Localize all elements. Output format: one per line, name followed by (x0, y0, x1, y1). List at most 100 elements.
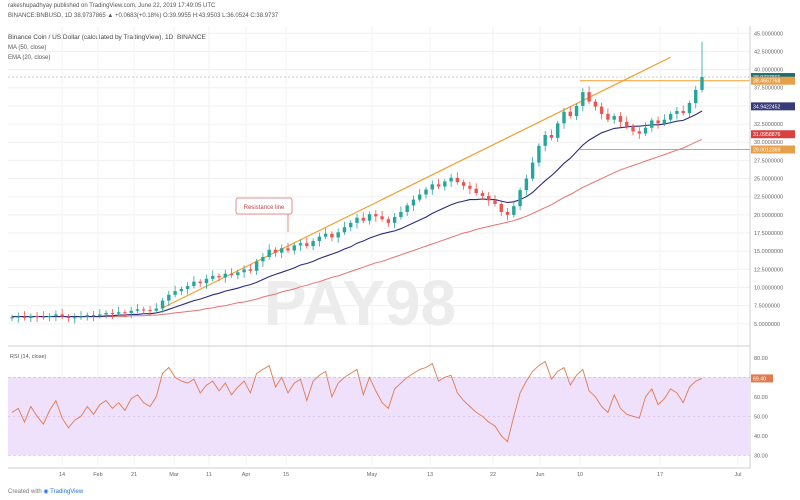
price-tag-box (751, 102, 795, 111)
time-axis-label: 22 (490, 472, 496, 478)
rsi-axis-label: 50.00 (754, 414, 768, 420)
candle-body (160, 300, 165, 309)
price-tags: 38.973786538.466776834.942245231.0958876… (751, 73, 795, 154)
candle-body (687, 103, 692, 114)
time-axis-label: Jun (536, 472, 545, 478)
annotation-box (235, 197, 293, 215)
tradingview-logo-icon: ◉ (43, 489, 49, 495)
ema-legend: EMA (20, close) (8, 55, 51, 61)
candle-body (405, 205, 409, 212)
candle-body (593, 101, 598, 107)
candle-body (292, 245, 296, 251)
candle-body (317, 236, 322, 242)
candle-body (493, 200, 497, 204)
candle-body (461, 182, 466, 186)
rsi-axis-label: 40.00 (754, 434, 768, 440)
candle-body (568, 111, 572, 117)
annotation-text: Resistance line (244, 205, 285, 211)
candle-body (662, 119, 667, 124)
publisher-line: rakeshupadhyay published on TradingView.… (8, 3, 216, 9)
price-tag-label: 29.0012369 (753, 147, 781, 153)
candle-body (694, 89, 698, 104)
time-axis-label: Mar (169, 472, 179, 478)
candle-body (474, 188, 478, 194)
candle-body (211, 275, 215, 279)
candle-body (700, 77, 704, 90)
candle-body (129, 310, 133, 313)
candle-body (518, 190, 522, 207)
candle-body (612, 116, 616, 120)
price-axis-label: 10.0000000 (754, 286, 783, 292)
tradingview-brand[interactable]: TradingView (50, 489, 84, 495)
price-axis-label: 32.5000000 (754, 122, 783, 128)
candle-body (374, 214, 378, 217)
candle-body (41, 316, 46, 318)
candle-body (60, 314, 64, 317)
candle-body (530, 162, 535, 179)
candle-body (135, 309, 140, 311)
candle-body (142, 309, 146, 311)
price-axis-label: 7.5000000 (754, 304, 780, 310)
candle-body (411, 199, 416, 206)
time-axis-label: May (367, 472, 378, 478)
candle-body (637, 131, 641, 134)
candle-body (436, 184, 441, 187)
candle-body (273, 249, 278, 253)
candle-body (54, 314, 58, 316)
time-axis-label: Apr (242, 472, 251, 478)
candle-body (286, 248, 290, 251)
candle-body (204, 278, 209, 284)
rsi-current-tag (751, 374, 773, 383)
candle-body (148, 310, 152, 312)
candle-body (73, 317, 77, 319)
candle-body (524, 178, 529, 191)
candle-body (323, 233, 328, 237)
trendline-group (162, 56, 671, 309)
candle-body (198, 281, 202, 284)
candle-body (455, 177, 460, 183)
rsi-current-label: 69.40 (753, 376, 766, 382)
price-axis-label: 37.5000000 (754, 86, 783, 92)
candle-body (123, 312, 127, 314)
symbol-title: Binance Coin / US Dollar (calculated by … (8, 34, 206, 41)
price-axis-label: 20.0000000 (754, 213, 783, 219)
candle-body (587, 92, 591, 102)
rsi-axis-label: 30.00 (754, 453, 768, 459)
candle-body (173, 291, 177, 295)
candle-body (236, 272, 240, 276)
price-axis-label: 30.0000000 (754, 140, 783, 146)
price-tag-label: 38.4667768 (753, 79, 781, 85)
candle-body (242, 269, 246, 273)
candle-body (581, 92, 585, 106)
candle-body (167, 294, 171, 301)
candle-body (418, 194, 422, 200)
candle-body (543, 134, 547, 146)
candle-body (499, 203, 503, 212)
price-axis-label: 22.5000000 (754, 195, 783, 201)
price-axis-label: 45.0000000 (754, 31, 783, 37)
candle-body (298, 243, 303, 246)
candle-body (349, 222, 353, 228)
time-axis-label: Jul (734, 472, 741, 478)
candle-body (650, 120, 654, 128)
time-axis-label: 10 (577, 472, 583, 478)
ohlc-line: BINANCE:BNBUSD, 1D 38.9737865 ▲ +0.0683(… (8, 13, 279, 19)
candle-body (643, 127, 648, 134)
price-tag-box (751, 130, 795, 139)
candle-body (424, 189, 428, 195)
candle-body (217, 275, 221, 278)
candle-body (631, 126, 635, 132)
rsi-title: RSI (14, close) (10, 354, 47, 360)
rsi-axis-label: 60.00 (754, 395, 768, 401)
ema20-line (12, 110, 703, 318)
price-axis-label: 27.5000000 (754, 158, 783, 164)
candle-body (505, 211, 510, 215)
price-axis-label: 25.0000000 (754, 177, 783, 183)
candle-body (110, 312, 115, 314)
candle-body (606, 113, 610, 120)
candle-body (29, 315, 33, 319)
candle-body (85, 315, 89, 317)
candle-body (562, 111, 566, 124)
time-axis-label: 11 (206, 472, 212, 478)
